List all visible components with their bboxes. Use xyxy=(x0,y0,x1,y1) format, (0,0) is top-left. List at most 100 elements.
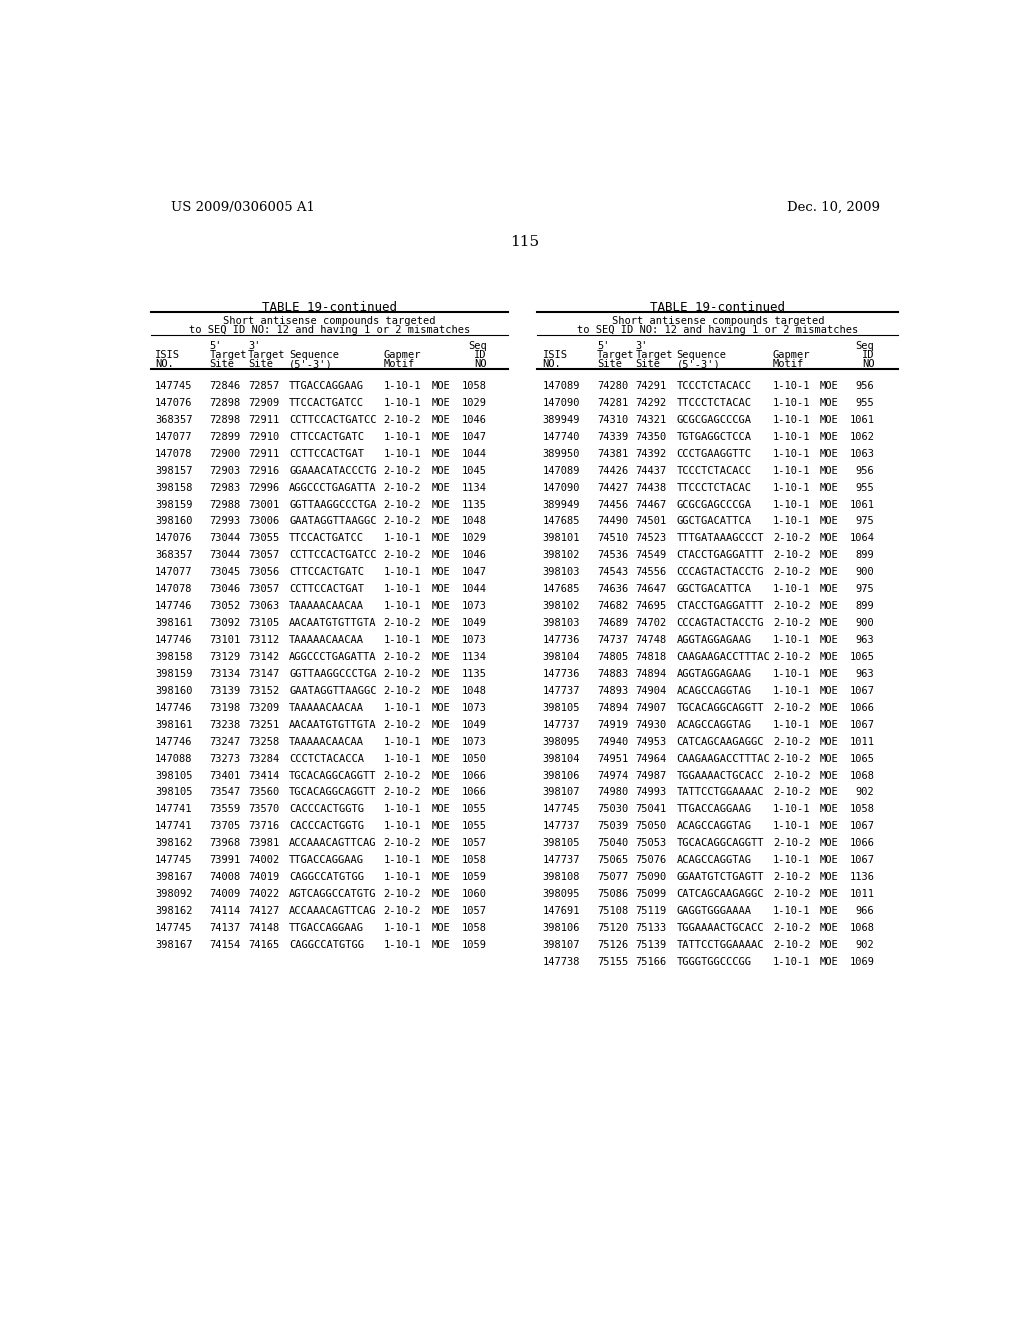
Text: 73063: 73063 xyxy=(248,601,280,611)
Text: 398105: 398105 xyxy=(155,771,193,780)
Text: 1029: 1029 xyxy=(462,397,486,408)
Text: 73052: 73052 xyxy=(209,601,241,611)
Text: 74154: 74154 xyxy=(209,940,241,950)
Text: 1-10-1: 1-10-1 xyxy=(773,499,810,510)
Text: 147090: 147090 xyxy=(543,397,581,408)
Text: 398161: 398161 xyxy=(155,618,193,628)
Text: 73046: 73046 xyxy=(209,585,241,594)
Text: MOE: MOE xyxy=(432,550,451,560)
Text: 73247: 73247 xyxy=(209,737,241,747)
Text: 72993: 72993 xyxy=(209,516,241,527)
Text: MOE: MOE xyxy=(819,432,838,442)
Text: 73981: 73981 xyxy=(248,838,280,849)
Text: 5': 5' xyxy=(597,341,609,351)
Text: 74165: 74165 xyxy=(248,940,280,950)
Text: Gapmer: Gapmer xyxy=(773,350,810,360)
Text: MOE: MOE xyxy=(432,585,451,594)
Text: 74350: 74350 xyxy=(636,432,667,442)
Text: MOE: MOE xyxy=(432,618,451,628)
Text: 75076: 75076 xyxy=(636,855,667,865)
Text: Site: Site xyxy=(248,359,273,370)
Text: 73559: 73559 xyxy=(209,804,241,814)
Text: 1066: 1066 xyxy=(462,771,486,780)
Text: 74008: 74008 xyxy=(209,873,241,882)
Text: AACAATGTGTTGTA: AACAATGTGTTGTA xyxy=(289,719,377,730)
Text: GAGGTGGGAAAA: GAGGTGGGAAAA xyxy=(677,906,752,916)
Text: 74438: 74438 xyxy=(636,483,667,492)
Text: 75155: 75155 xyxy=(597,957,628,966)
Text: MOE: MOE xyxy=(432,873,451,882)
Text: 398161: 398161 xyxy=(155,719,193,730)
Text: CCTTCCACTGAT: CCTTCCACTGAT xyxy=(289,585,365,594)
Text: 74993: 74993 xyxy=(636,788,667,797)
Text: GGTTAAGGCCCTGA: GGTTAAGGCCCTGA xyxy=(289,669,377,678)
Text: CCCTGAAGGTTC: CCCTGAAGGTTC xyxy=(677,449,752,458)
Text: 73142: 73142 xyxy=(248,652,280,661)
Text: CTTCCACTGATC: CTTCCACTGATC xyxy=(289,432,365,442)
Text: 74137: 74137 xyxy=(209,923,241,933)
Text: 73284: 73284 xyxy=(248,754,280,763)
Text: CTACCTGAGGATTT: CTACCTGAGGATTT xyxy=(677,550,764,560)
Text: ISIS: ISIS xyxy=(155,350,180,360)
Text: 1049: 1049 xyxy=(462,719,486,730)
Text: MOE: MOE xyxy=(432,483,451,492)
Text: 2-10-2: 2-10-2 xyxy=(773,737,810,747)
Text: 1062: 1062 xyxy=(849,432,874,442)
Text: 398107: 398107 xyxy=(543,788,581,797)
Text: TCCCTCTACACC: TCCCTCTACACC xyxy=(677,381,752,391)
Text: 398160: 398160 xyxy=(155,516,193,527)
Text: 1-10-1: 1-10-1 xyxy=(773,719,810,730)
Text: 899: 899 xyxy=(856,550,874,560)
Text: Seq: Seq xyxy=(856,341,874,351)
Text: MOE: MOE xyxy=(819,466,838,475)
Text: 398101: 398101 xyxy=(543,533,581,544)
Text: MOE: MOE xyxy=(432,754,451,763)
Text: 1063: 1063 xyxy=(849,449,874,458)
Text: 1067: 1067 xyxy=(849,855,874,865)
Text: 72910: 72910 xyxy=(248,432,280,442)
Text: 73134: 73134 xyxy=(209,669,241,678)
Text: 1058: 1058 xyxy=(849,804,874,814)
Text: CCTTCCACTGATCC: CCTTCCACTGATCC xyxy=(289,414,377,425)
Text: 1046: 1046 xyxy=(462,414,486,425)
Text: 1-10-1: 1-10-1 xyxy=(773,804,810,814)
Text: 2-10-2: 2-10-2 xyxy=(384,669,421,678)
Text: 147076: 147076 xyxy=(155,397,193,408)
Text: 147746: 147746 xyxy=(155,601,193,611)
Text: Short antisense compounds targeted: Short antisense compounds targeted xyxy=(611,317,824,326)
Text: 1-10-1: 1-10-1 xyxy=(384,449,421,458)
Text: 2-10-2: 2-10-2 xyxy=(384,771,421,780)
Text: MOE: MOE xyxy=(819,804,838,814)
Text: 73716: 73716 xyxy=(248,821,280,832)
Text: to SEQ ID NO: 12 and having 1 or 2 mismatches: to SEQ ID NO: 12 and having 1 or 2 misma… xyxy=(578,326,858,335)
Text: 398158: 398158 xyxy=(155,483,193,492)
Text: MOE: MOE xyxy=(819,550,838,560)
Text: MOE: MOE xyxy=(432,686,451,696)
Text: 147685: 147685 xyxy=(543,516,581,527)
Text: MOE: MOE xyxy=(819,585,838,594)
Text: 74536: 74536 xyxy=(597,550,628,560)
Text: 72899: 72899 xyxy=(209,432,241,442)
Text: MOE: MOE xyxy=(819,957,838,966)
Text: 1-10-1: 1-10-1 xyxy=(773,381,810,391)
Text: Short antisense compounds targeted: Short antisense compounds targeted xyxy=(223,317,436,326)
Text: MOE: MOE xyxy=(819,652,838,661)
Text: 398162: 398162 xyxy=(155,838,193,849)
Text: MOE: MOE xyxy=(819,788,838,797)
Text: 74951: 74951 xyxy=(597,754,628,763)
Text: 74490: 74490 xyxy=(597,516,628,527)
Text: 2-10-2: 2-10-2 xyxy=(773,568,810,577)
Text: MOE: MOE xyxy=(432,771,451,780)
Text: TTCCACTGATCC: TTCCACTGATCC xyxy=(289,533,365,544)
Text: 74019: 74019 xyxy=(248,873,280,882)
Text: TTCCCTCTACAC: TTCCCTCTACAC xyxy=(677,397,752,408)
Text: MOE: MOE xyxy=(819,414,838,425)
Text: 1055: 1055 xyxy=(462,804,486,814)
Text: 1-10-1: 1-10-1 xyxy=(773,432,810,442)
Text: MOE: MOE xyxy=(432,804,451,814)
Text: 74022: 74022 xyxy=(248,890,280,899)
Text: TAAAAACAACAA: TAAAAACAACAA xyxy=(289,601,365,611)
Text: AGGCCCTGAGATTA: AGGCCCTGAGATTA xyxy=(289,652,377,661)
Text: 74437: 74437 xyxy=(636,466,667,475)
Text: 398095: 398095 xyxy=(543,737,581,747)
